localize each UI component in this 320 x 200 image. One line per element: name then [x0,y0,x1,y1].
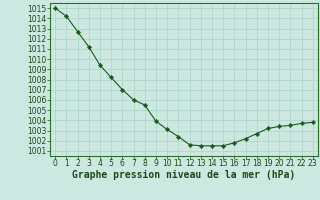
X-axis label: Graphe pression niveau de la mer (hPa): Graphe pression niveau de la mer (hPa) [72,170,296,180]
